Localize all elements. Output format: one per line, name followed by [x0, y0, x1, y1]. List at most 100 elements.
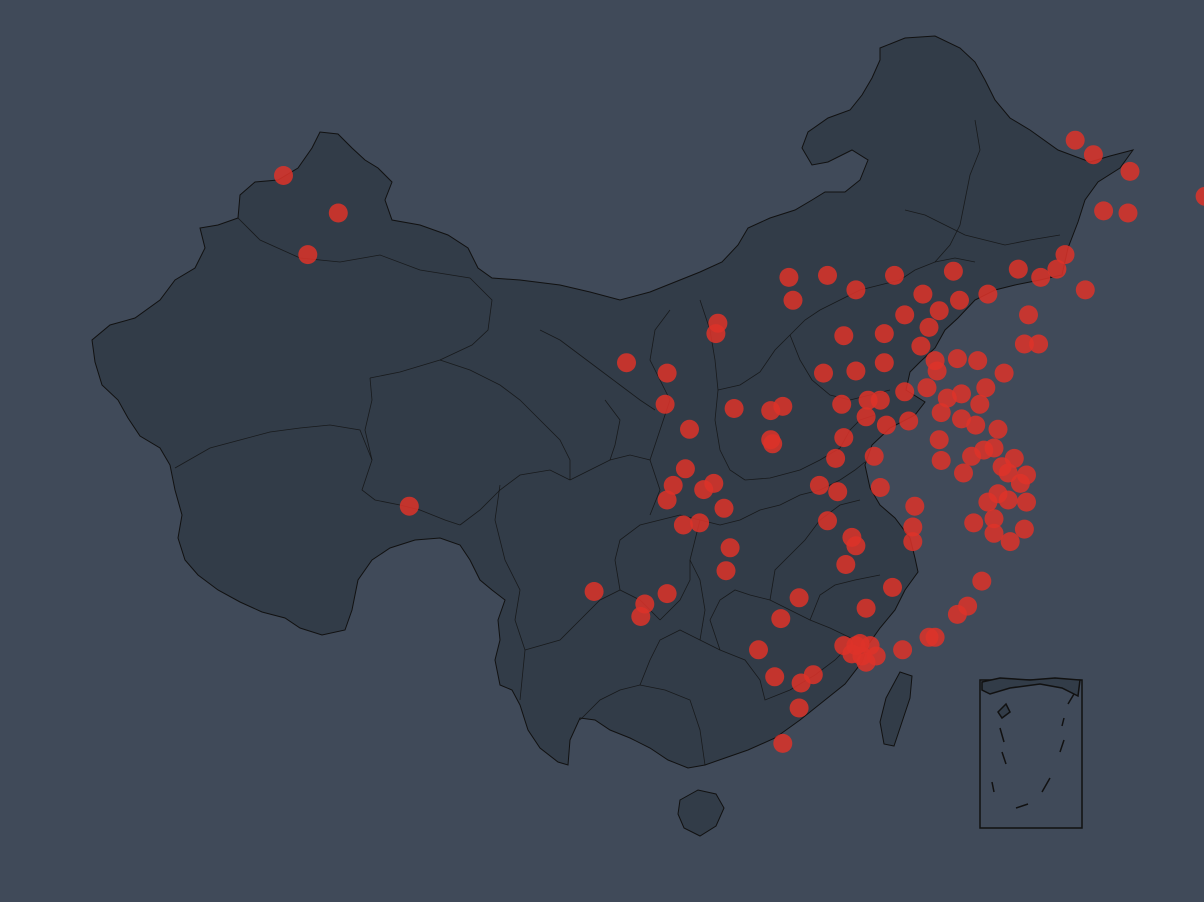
city-point-26[interactable] [913, 284, 933, 304]
city-point-133[interactable] [1118, 203, 1138, 223]
city-point-84[interactable] [893, 640, 913, 660]
city-point-114[interactable] [663, 475, 683, 495]
city-point-74[interactable] [984, 509, 1004, 529]
city-point-31[interactable] [885, 265, 904, 285]
city-point-55[interactable] [952, 409, 971, 429]
city-point-41[interactable] [976, 378, 996, 398]
city-point-20[interactable] [834, 326, 854, 346]
city-point-132[interactable] [1094, 201, 1114, 221]
city-point-64[interactable] [984, 438, 1004, 458]
city-point-126[interactable] [584, 582, 604, 601]
city-point-6[interactable] [657, 363, 677, 383]
city-point-18[interactable] [783, 290, 803, 310]
city-point-106[interactable] [809, 475, 829, 495]
city-point-25[interactable] [895, 305, 915, 325]
city-point-53[interactable] [899, 411, 919, 431]
city-point-21[interactable] [814, 363, 833, 383]
city-point-40[interactable] [1029, 334, 1049, 354]
city-point-130[interactable] [1065, 130, 1085, 150]
city-point-30[interactable] [943, 261, 963, 281]
city-point-16[interactable] [818, 265, 837, 285]
city-point-83[interactable] [919, 627, 939, 647]
city-point-19[interactable] [846, 280, 866, 300]
city-point-116[interactable] [675, 459, 695, 479]
city-point-92[interactable] [834, 636, 854, 656]
city-point-119[interactable] [704, 473, 724, 493]
city-point-28[interactable] [950, 290, 969, 310]
city-point-51[interactable] [864, 446, 884, 466]
city-point-104[interactable] [836, 555, 856, 574]
city-point-136[interactable] [1031, 267, 1051, 287]
city-point-23[interactable] [874, 324, 894, 344]
city-point-39[interactable] [1014, 334, 1034, 354]
city-point-139[interactable] [1047, 259, 1067, 279]
city-point-15[interactable] [761, 430, 781, 450]
city-point-72[interactable] [1017, 492, 1036, 512]
city-point-49[interactable] [856, 407, 876, 427]
city-point-105[interactable] [818, 511, 837, 531]
city-point-4[interactable] [399, 496, 419, 516]
city-point-37[interactable] [968, 351, 988, 371]
city-point-54[interactable] [931, 403, 951, 423]
city-point-48[interactable] [870, 390, 890, 410]
city-point-38[interactable] [994, 363, 1014, 383]
city-point-45[interactable] [895, 382, 915, 402]
city-point-135[interactable] [1019, 305, 1038, 325]
city-point-7[interactable] [655, 394, 675, 414]
city-point-97[interactable] [773, 733, 793, 753]
city-point-61[interactable] [954, 463, 973, 483]
city-point-43[interactable] [937, 388, 957, 408]
city-point-112[interactable] [903, 532, 923, 552]
city-point-32[interactable] [919, 317, 939, 337]
city-point-129[interactable] [1083, 145, 1103, 165]
city-point-1[interactable] [274, 166, 293, 185]
city-point-22[interactable] [846, 361, 866, 381]
city-point-81[interactable] [958, 596, 978, 616]
city-point-75[interactable] [1014, 519, 1034, 539]
city-point-56[interactable] [970, 394, 990, 414]
city-point-138[interactable] [1008, 259, 1028, 279]
city-point-5[interactable] [617, 353, 636, 373]
city-point-100[interactable] [789, 588, 809, 608]
city-point-3[interactable] [298, 245, 318, 265]
city-point-125[interactable] [657, 584, 677, 604]
city-point-110[interactable] [903, 517, 923, 537]
city-point-27[interactable] [929, 301, 949, 321]
city-point-93[interactable] [856, 598, 876, 618]
city-point-108[interactable] [870, 478, 890, 497]
city-point-35[interactable] [927, 361, 947, 381]
city-point-8[interactable] [680, 419, 699, 439]
city-point-17[interactable] [779, 267, 799, 287]
city-point-71[interactable] [998, 490, 1018, 510]
city-point-33[interactable] [911, 336, 931, 356]
city-point-50[interactable] [834, 428, 854, 448]
city-point-101[interactable] [765, 667, 785, 687]
city-point-127[interactable] [631, 607, 651, 626]
city-point-98[interactable] [749, 640, 768, 660]
city-point-121[interactable] [690, 513, 710, 533]
city-point-29[interactable] [978, 284, 998, 304]
city-point-95[interactable] [791, 673, 811, 693]
city-point-12[interactable] [724, 399, 744, 418]
city-point-76[interactable] [964, 513, 984, 533]
city-point-13[interactable] [773, 396, 793, 416]
city-point-24[interactable] [874, 353, 894, 373]
city-point-36[interactable] [947, 349, 967, 369]
city-point-44[interactable] [917, 378, 937, 398]
city-point-107[interactable] [828, 482, 848, 502]
city-point-2[interactable] [328, 203, 348, 223]
city-point-111[interactable] [905, 496, 925, 516]
city-point-77[interactable] [984, 523, 1004, 543]
city-point-91[interactable] [856, 652, 876, 672]
city-point-123[interactable] [720, 538, 740, 558]
city-point-79[interactable] [972, 571, 992, 591]
city-point-137[interactable] [1075, 280, 1095, 300]
city-point-96[interactable] [789, 698, 809, 718]
city-point-115[interactable] [657, 490, 677, 510]
city-point-47[interactable] [832, 394, 852, 414]
city-point-134[interactable] [1055, 245, 1075, 265]
city-point-120[interactable] [673, 515, 693, 535]
city-point-99[interactable] [771, 609, 791, 629]
city-point-131[interactable] [1195, 186, 1204, 206]
city-point-122[interactable] [716, 561, 736, 581]
